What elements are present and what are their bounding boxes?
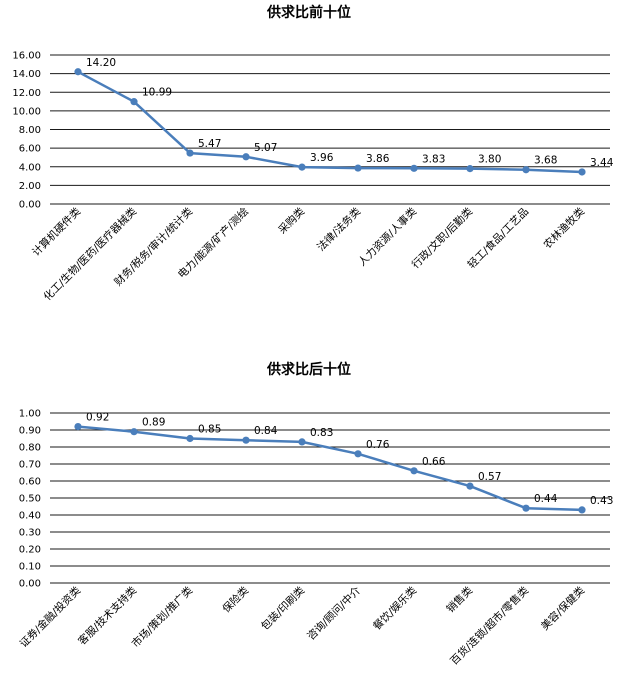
chart-title: 供求比后十位 bbox=[266, 361, 351, 378]
data-label: 0.84 bbox=[254, 425, 278, 437]
y-tick-label: 0.50 bbox=[19, 494, 41, 505]
y-tick-label: 0.70 bbox=[19, 460, 41, 471]
data-point bbox=[410, 467, 418, 475]
data-point bbox=[410, 164, 418, 172]
data-label: 0.57 bbox=[478, 471, 501, 483]
y-tick-label: 0.20 bbox=[19, 545, 41, 556]
data-point bbox=[522, 504, 530, 512]
data-label: 0.76 bbox=[366, 439, 390, 451]
y-tick-label: 0.40 bbox=[19, 511, 41, 522]
x-category-label: 包装/印刷类 bbox=[258, 584, 307, 633]
y-tick-label: 0.00 bbox=[19, 200, 41, 211]
x-category-label: 计算机硬件类 bbox=[29, 205, 83, 259]
y-tick-label: 0.90 bbox=[19, 426, 41, 437]
y-tick-label: 2.00 bbox=[19, 181, 41, 192]
x-category-label: 人力资源/人事类 bbox=[355, 205, 419, 269]
x-category-label: 保险类 bbox=[220, 584, 252, 616]
y-tick-label: 14.00 bbox=[12, 69, 41, 80]
data-label: 3.68 bbox=[534, 155, 557, 167]
data-point bbox=[242, 436, 250, 444]
data-point bbox=[74, 423, 82, 431]
data-label: 0.44 bbox=[534, 493, 558, 505]
y-tick-label: 0.30 bbox=[19, 528, 41, 539]
x-category-label: 化工/生物/医药/医疗器械类 bbox=[41, 205, 140, 304]
data-label: 0.66 bbox=[422, 456, 446, 468]
data-label: 3.44 bbox=[590, 157, 614, 169]
data-point bbox=[578, 506, 586, 514]
y-tick-label: 16.00 bbox=[12, 51, 41, 62]
x-category-label: 采购类 bbox=[276, 205, 308, 237]
data-label: 3.96 bbox=[310, 152, 334, 164]
data-point bbox=[354, 164, 362, 172]
y-tick-label: 8.00 bbox=[19, 125, 41, 136]
x-category-label: 市场/策划/推广类 bbox=[129, 584, 196, 651]
x-category-label: 农林渔牧类 bbox=[541, 205, 588, 252]
data-point bbox=[466, 482, 474, 490]
data-label: 14.20 bbox=[86, 57, 116, 69]
data-label: 3.83 bbox=[422, 153, 445, 165]
data-point bbox=[186, 434, 194, 443]
x-category-label: 轻工/食品/工艺品 bbox=[465, 205, 531, 271]
data-point bbox=[522, 166, 530, 174]
y-tick-label: 0.10 bbox=[19, 562, 41, 573]
data-label: 5.47 bbox=[198, 138, 221, 150]
y-tick-label: 0.00 bbox=[19, 579, 41, 590]
bottom-ten-chart: 供求比后十位 0.00 0.10 0.20 0.30 0.40 0.50 0.60 0.70 0.… bbox=[17, 361, 613, 667]
y-tick-label: 12.00 bbox=[12, 88, 41, 99]
top-ten-chart: 供求比前十位 0.00 2.00 4.00 6.00 8.00 10.00 12.00 14.0… bbox=[12, 4, 613, 303]
data-point bbox=[354, 450, 362, 458]
data-label: 0.43 bbox=[590, 495, 613, 507]
y-tick-label: 1.00 bbox=[19, 409, 41, 420]
data-point bbox=[578, 168, 586, 176]
data-point bbox=[186, 149, 194, 157]
data-label: 3.86 bbox=[366, 153, 390, 165]
x-category-label: 餐饮/娱乐类 bbox=[370, 584, 419, 633]
x-category-label: 咨询/顾问/中介 bbox=[304, 584, 363, 643]
x-category-label: 美容/保健类 bbox=[538, 584, 587, 633]
y-tick-label: 0.80 bbox=[19, 443, 41, 454]
x-category-label: 证券/金融/投资类 bbox=[17, 584, 84, 651]
data-label: 10.99 bbox=[142, 87, 172, 99]
chart-title: 供求比前十位 bbox=[266, 4, 351, 21]
data-label: 5.07 bbox=[254, 142, 277, 154]
series-line bbox=[76, 425, 584, 512]
y-tick-label: 4.00 bbox=[19, 162, 41, 173]
x-category-label: 客服/技术支持类 bbox=[75, 584, 139, 648]
data-label: 0.89 bbox=[142, 417, 165, 429]
x-category-label: 销售类 bbox=[444, 584, 476, 616]
data-point bbox=[74, 68, 82, 76]
data-point bbox=[466, 165, 474, 173]
y-tick-label: 0.60 bbox=[19, 477, 41, 488]
series-line bbox=[76, 70, 584, 174]
data-label: 0.92 bbox=[86, 412, 109, 424]
data-point bbox=[298, 438, 306, 446]
data-point bbox=[242, 153, 250, 161]
data-label: 0.85 bbox=[198, 424, 221, 436]
data-point bbox=[130, 428, 138, 436]
x-category-label: 法律/法务类 bbox=[314, 205, 363, 254]
data-point bbox=[130, 98, 138, 106]
data-label: 3.80 bbox=[478, 154, 501, 166]
x-category-label: 行政/文职/后勤类 bbox=[409, 205, 476, 272]
y-tick-label: 6.00 bbox=[19, 144, 41, 155]
data-label: 0.83 bbox=[310, 427, 333, 439]
data-point bbox=[298, 163, 306, 171]
y-tick-label: 10.00 bbox=[12, 106, 41, 117]
